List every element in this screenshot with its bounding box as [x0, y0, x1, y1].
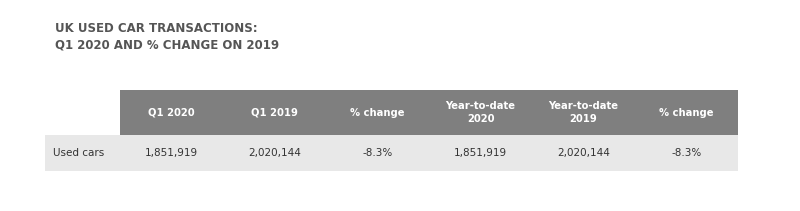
- Text: Year-to-date
2020: Year-to-date 2020: [446, 101, 515, 124]
- Text: Q1 2020 AND % CHANGE ON 2019: Q1 2020 AND % CHANGE ON 2019: [55, 39, 279, 52]
- Text: % change: % change: [350, 107, 405, 118]
- Bar: [120, 90, 738, 135]
- Text: 1,851,919: 1,851,919: [454, 148, 507, 158]
- Bar: [45, 135, 738, 171]
- Text: Used cars: Used cars: [53, 148, 104, 158]
- Text: -8.3%: -8.3%: [671, 148, 702, 158]
- Text: 2,020,144: 2,020,144: [248, 148, 301, 158]
- Text: Q1 2020: Q1 2020: [148, 107, 195, 118]
- Text: % change: % change: [659, 107, 714, 118]
- Text: UK USED CAR TRANSACTIONS:: UK USED CAR TRANSACTIONS:: [55, 22, 258, 35]
- Text: 1,851,919: 1,851,919: [145, 148, 198, 158]
- Text: 2,020,144: 2,020,144: [557, 148, 610, 158]
- Text: -8.3%: -8.3%: [362, 148, 393, 158]
- Text: Year-to-date
2019: Year-to-date 2019: [549, 101, 618, 124]
- Text: Q1 2019: Q1 2019: [251, 107, 298, 118]
